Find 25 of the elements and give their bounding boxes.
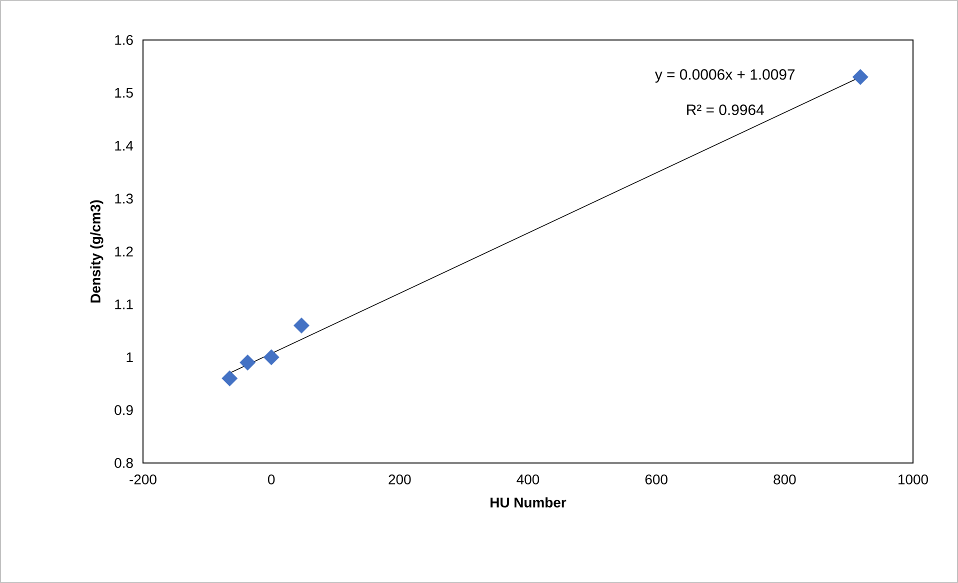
point — [240, 354, 256, 371]
point — [263, 349, 280, 366]
annotation: y = 0.0006x + 1.0097 — [654, 69, 795, 83]
x-tick-label: 0 — [268, 474, 275, 484]
annotation: R² = 0.9964 — [687, 104, 764, 116]
y-tick-label: 1 — [126, 352, 133, 362]
point — [294, 318, 310, 334]
point — [222, 370, 238, 386]
y-tick-label: 1.5 — [115, 88, 133, 98]
x-tick-label: 600 — [645, 474, 668, 484]
x-tick-label: 1000 — [898, 474, 928, 484]
y-tick-label: 0.8 — [114, 458, 133, 468]
y-axis-title: Density (g/cm3) — [90, 200, 104, 302]
y-tick-label: 1.2 — [115, 246, 133, 256]
x-tick-label: -200 — [130, 474, 156, 484]
x-axis-title: HU Number — [490, 497, 566, 508]
x-tick-label: 800 — [774, 474, 796, 484]
x-tick-label: 400 — [516, 474, 540, 484]
point — [852, 69, 868, 85]
y-tick-label: 1.1 — [115, 300, 133, 310]
x-tick-label: 200 — [388, 474, 411, 484]
y-tick-label: 0.9 — [114, 405, 133, 416]
y-tick-label: 1.3 — [115, 194, 133, 204]
y-tick-label: 1.4 — [115, 140, 134, 151]
y-tick-label: 1.6 — [115, 35, 133, 45]
